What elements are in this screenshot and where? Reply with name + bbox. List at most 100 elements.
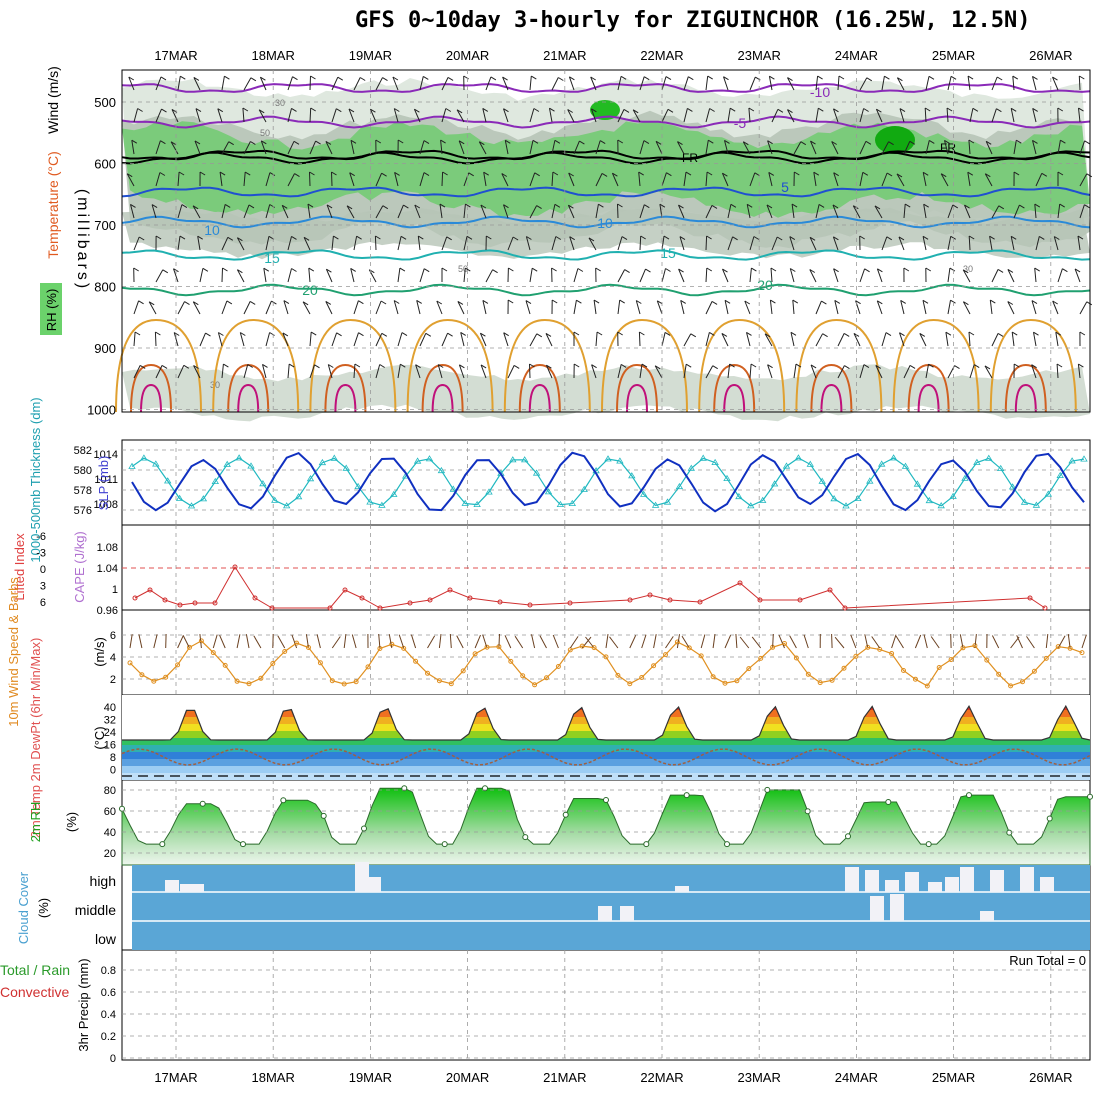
cape-ytick: 0.96	[97, 605, 118, 617]
temp-band	[122, 759, 1090, 766]
temperature-label: 10	[597, 215, 613, 231]
wind-barb	[375, 236, 376, 250]
date-label-top: 21MAR	[543, 48, 586, 63]
rh-marker	[523, 835, 528, 840]
rh-marker	[644, 842, 649, 847]
date-label-bottom: 24MAR	[835, 1070, 878, 1085]
date-label-top: 17MAR	[154, 48, 197, 63]
wind-barb	[915, 635, 920, 648]
wind-barb	[222, 268, 223, 282]
wind-barb	[618, 204, 619, 218]
profile-ytick: 1000	[87, 403, 116, 418]
temp2m-units: (°C)	[92, 726, 107, 749]
rh2m-ytick: 60	[104, 806, 116, 818]
wind-barb	[701, 635, 705, 649]
temperature-label: -10	[810, 84, 830, 100]
wind-barb	[736, 634, 737, 648]
cloud-high-block	[1040, 877, 1054, 892]
temperature-label: -5	[734, 115, 747, 131]
wind-barb	[155, 332, 156, 346]
wind-barb	[178, 635, 184, 648]
wind-barb	[1017, 635, 1023, 648]
wind-barb	[931, 637, 939, 649]
precip-conv-label: Convective	[0, 984, 69, 1000]
date-label-bottom: 19MAR	[349, 1070, 392, 1085]
wind10-ytick: 2	[110, 674, 116, 686]
wind-barb	[835, 637, 844, 648]
wind-barb	[310, 76, 311, 90]
rh-marker	[200, 801, 205, 806]
cloud-units: (%)	[36, 898, 51, 918]
wind-barb	[924, 634, 927, 648]
cloud-mid-block	[620, 906, 634, 921]
cape-ytick: 1.08	[97, 542, 118, 554]
rh2m-units: (%)	[64, 812, 79, 832]
rh-marker	[120, 806, 125, 811]
wind-barb	[411, 635, 415, 648]
wind-barb	[220, 635, 226, 648]
profile-ylabel: (millibars)	[74, 189, 91, 291]
date-label-bottom: 18MAR	[252, 1070, 295, 1085]
profile-ytick: 500	[94, 95, 116, 110]
profile-ytick: 800	[94, 280, 116, 295]
wind-barb	[183, 636, 189, 649]
rh-marker	[886, 800, 891, 805]
thickness-ytick: 576	[74, 505, 92, 517]
temperature-label: 20	[302, 282, 318, 298]
panel-frame-wind10	[122, 610, 1090, 695]
precip-ytick: 0.2	[101, 1031, 116, 1043]
wind-barb	[713, 634, 715, 648]
wind-barb	[457, 636, 464, 648]
li-ytick: 0	[40, 564, 46, 576]
rh-marker	[442, 842, 447, 847]
wind-barb	[540, 636, 547, 648]
wind-barb	[213, 635, 217, 648]
wind-barb	[706, 236, 707, 250]
wind-barb	[992, 636, 998, 649]
rh-marker	[362, 826, 367, 831]
rh-marker	[725, 842, 730, 847]
panel-frame-thickness	[122, 440, 1090, 525]
wind-barb	[130, 634, 132, 648]
temperature-label: 10	[204, 222, 220, 238]
cloud-high-block	[190, 884, 204, 892]
wind-barb	[1082, 635, 1086, 648]
wind-barb	[740, 637, 749, 648]
cape-ytick: 1	[112, 584, 118, 596]
page-title: GFS 0~10day 3-hourly for ZIGUINCHOR (16.…	[355, 8, 1031, 33]
cloud-high-block	[928, 882, 942, 892]
precip-ylabel: 3hr Precip (mm)	[76, 958, 91, 1051]
thickness-ytick: 578	[74, 485, 92, 497]
date-label-bottom: 17MAR	[154, 1070, 197, 1085]
cloud-high-block	[960, 867, 974, 892]
wind-barb	[1079, 76, 1080, 90]
wind10-ylabel: 10m Wind Speed & Barbs	[6, 577, 21, 727]
cloud-mid-block	[870, 896, 884, 921]
rh-marker	[684, 793, 689, 798]
rh-marker	[1047, 816, 1052, 821]
cloud-high-block	[990, 870, 1004, 892]
date-label-top: 20MAR	[446, 48, 489, 63]
wind-barb	[610, 637, 618, 648]
precip-ytick: 0.8	[101, 965, 116, 977]
wind-barb	[332, 637, 340, 649]
wind-barb	[379, 634, 380, 648]
wind-barb	[139, 634, 142, 648]
li-ytick: 6	[40, 597, 46, 609]
rh-core-blob	[875, 126, 915, 154]
wind-barb	[640, 236, 641, 250]
rh2m-ytick: 40	[104, 827, 116, 839]
wind10-ytick: 4	[110, 652, 116, 664]
cape-ylabel: CAPE (J/kg)	[72, 531, 87, 603]
wind-barb	[515, 636, 523, 648]
temperature-legend: Temperature (°C)	[45, 151, 61, 259]
freezing-level-label: FR	[682, 151, 698, 165]
wind-barb	[851, 635, 856, 648]
rh-marker	[1007, 830, 1012, 835]
wind-barb	[352, 635, 356, 649]
li-line	[135, 567, 1045, 608]
wind-barb	[439, 634, 441, 648]
precip-ytick: 0	[110, 1053, 116, 1065]
